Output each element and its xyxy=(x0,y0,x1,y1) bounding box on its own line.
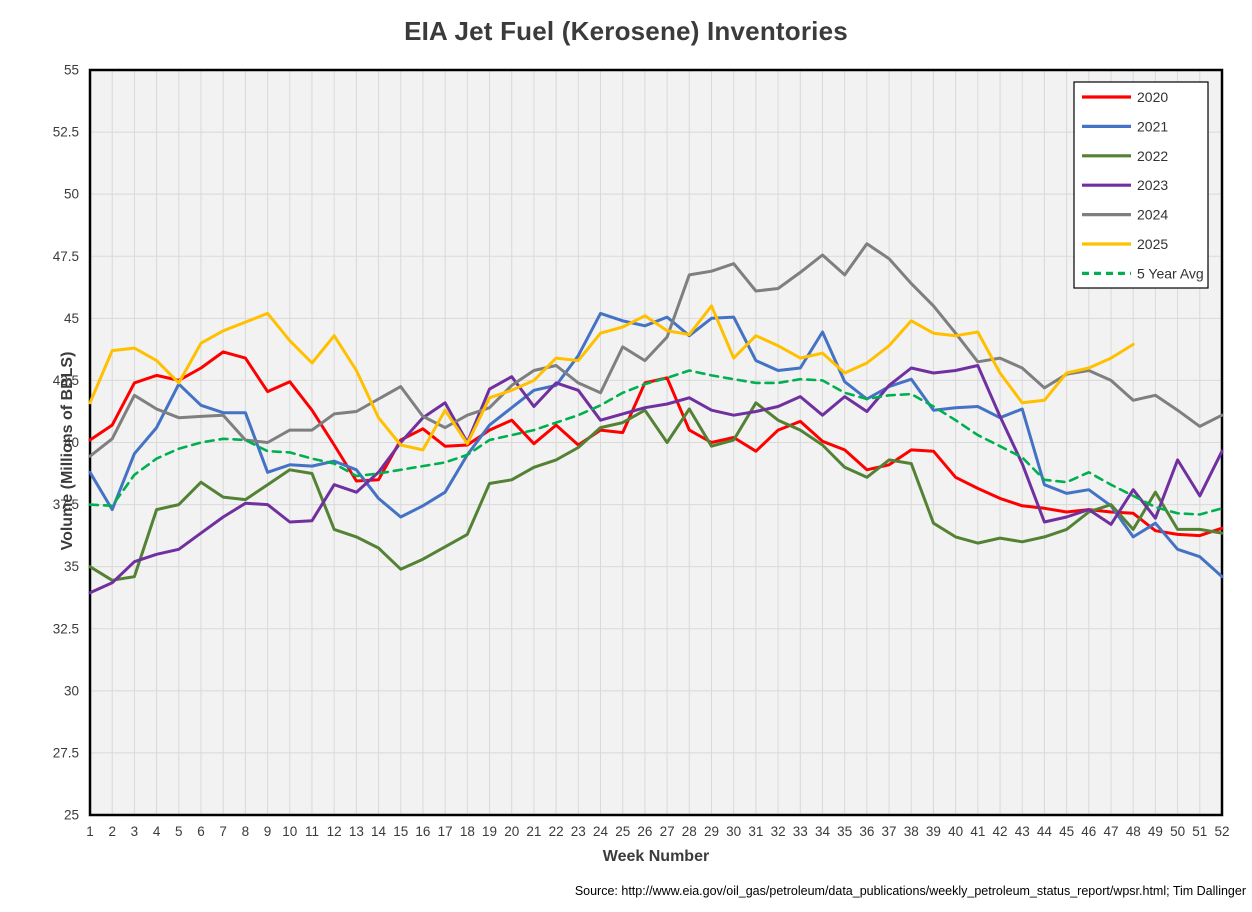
x-tick-label: 4 xyxy=(153,824,161,839)
x-tick-label: 30 xyxy=(726,824,741,839)
series-line-2025 xyxy=(88,304,1135,452)
x-tick-label: 9 xyxy=(264,824,272,839)
x-tick-label: 8 xyxy=(242,824,250,839)
series-line-5-year-avg xyxy=(88,369,1224,516)
x-tick-label: 45 xyxy=(1059,824,1074,839)
x-tick-label: 36 xyxy=(859,824,874,839)
y-tick-label: 40 xyxy=(64,435,79,450)
x-tick-label: 40 xyxy=(948,824,963,839)
x-tick-label: 17 xyxy=(438,824,453,839)
x-tick-label: 2 xyxy=(108,824,116,839)
series-line-2023 xyxy=(88,364,1224,595)
x-tick-label: 37 xyxy=(882,824,897,839)
x-tick-label: 32 xyxy=(771,824,786,839)
y-tick-label: 42.5 xyxy=(53,373,79,388)
legend-label-5-year-avg: 5 Year Avg xyxy=(1137,265,1204,281)
y-axis-title: Volume (Millions of BBLS) xyxy=(59,351,76,551)
x-tick-label: 15 xyxy=(393,824,408,839)
x-tick-label: 39 xyxy=(926,824,941,839)
legend-label-2023: 2023 xyxy=(1137,177,1168,193)
x-tick-label: 7 xyxy=(219,824,227,839)
x-tick-label: 38 xyxy=(904,824,919,839)
x-tick-label: 23 xyxy=(571,824,586,839)
x-tick-label: 22 xyxy=(549,824,564,839)
plot-border xyxy=(88,68,1224,817)
legend-label-2020: 2020 xyxy=(1137,89,1168,105)
y-tick-label: 30 xyxy=(64,683,79,698)
x-tick-label: 10 xyxy=(282,824,297,839)
x-tick-label: 42 xyxy=(993,824,1008,839)
x-tick-label: 18 xyxy=(460,824,475,839)
x-tick-label: 1 xyxy=(86,824,94,839)
x-tick-label: 35 xyxy=(837,824,852,839)
x-tick-label: 48 xyxy=(1126,824,1141,839)
x-tick-label: 41 xyxy=(970,824,985,839)
x-tick-label: 49 xyxy=(1148,824,1163,839)
x-tick-label: 29 xyxy=(704,824,719,839)
source-note: Source: http://www.eia.gov/oil_gas/petro… xyxy=(574,884,1246,898)
y-tick-label: 45 xyxy=(64,311,79,326)
legend-label-2021: 2021 xyxy=(1137,118,1168,134)
legend-label-2025: 2025 xyxy=(1137,236,1168,252)
x-tick-label: 34 xyxy=(815,824,831,839)
x-tick-label: 31 xyxy=(748,824,763,839)
x-tick-label: 14 xyxy=(371,824,387,839)
x-tick-label: 26 xyxy=(637,824,652,839)
x-tick-label: 43 xyxy=(1015,824,1030,839)
y-tick-label: 37.5 xyxy=(53,497,79,512)
y-tick-label: 25 xyxy=(64,808,79,823)
x-tick-label: 25 xyxy=(615,824,630,839)
x-tick-label: 24 xyxy=(593,824,609,839)
series-line-2021 xyxy=(88,311,1224,579)
x-tick-label: 20 xyxy=(504,824,519,839)
x-tick-label: 13 xyxy=(349,824,364,839)
x-tick-label: 12 xyxy=(327,824,342,839)
x-tick-label: 16 xyxy=(415,824,430,839)
x-tick-label: 27 xyxy=(660,824,675,839)
chart-title: EIA Jet Fuel (Kerosene) Inventories xyxy=(404,16,848,46)
x-axis-title: Week Number xyxy=(602,848,710,865)
y-tick-label: 35 xyxy=(64,559,79,574)
x-tick-label: 21 xyxy=(526,824,541,839)
y-tick-label: 27.5 xyxy=(53,745,79,760)
y-tick-label: 52.5 xyxy=(53,125,79,140)
x-tick-label: 47 xyxy=(1104,824,1119,839)
x-tick-label: 44 xyxy=(1037,824,1053,839)
x-tick-label: 28 xyxy=(682,824,697,839)
x-tick-label: 33 xyxy=(793,824,808,839)
legend-label-2022: 2022 xyxy=(1137,148,1168,164)
x-tick-label: 6 xyxy=(197,824,205,839)
y-tick-label: 55 xyxy=(64,63,79,78)
x-tick-label: 11 xyxy=(305,824,319,839)
legend-label-2024: 2024 xyxy=(1137,207,1168,223)
x-tick-label: 52 xyxy=(1214,824,1229,839)
x-tick-label: 3 xyxy=(131,824,139,839)
x-tick-label: 51 xyxy=(1192,824,1207,839)
y-tick-label: 47.5 xyxy=(53,249,79,264)
y-tick-label: 50 xyxy=(64,187,79,202)
x-tick-label: 50 xyxy=(1170,824,1185,839)
y-tick-label: 32.5 xyxy=(53,621,79,636)
series-line-2022 xyxy=(88,401,1224,582)
series-line-2024 xyxy=(88,242,1224,458)
x-tick-label: 46 xyxy=(1081,824,1096,839)
x-tick-label: 5 xyxy=(175,824,183,839)
x-tick-label: 19 xyxy=(482,824,497,839)
